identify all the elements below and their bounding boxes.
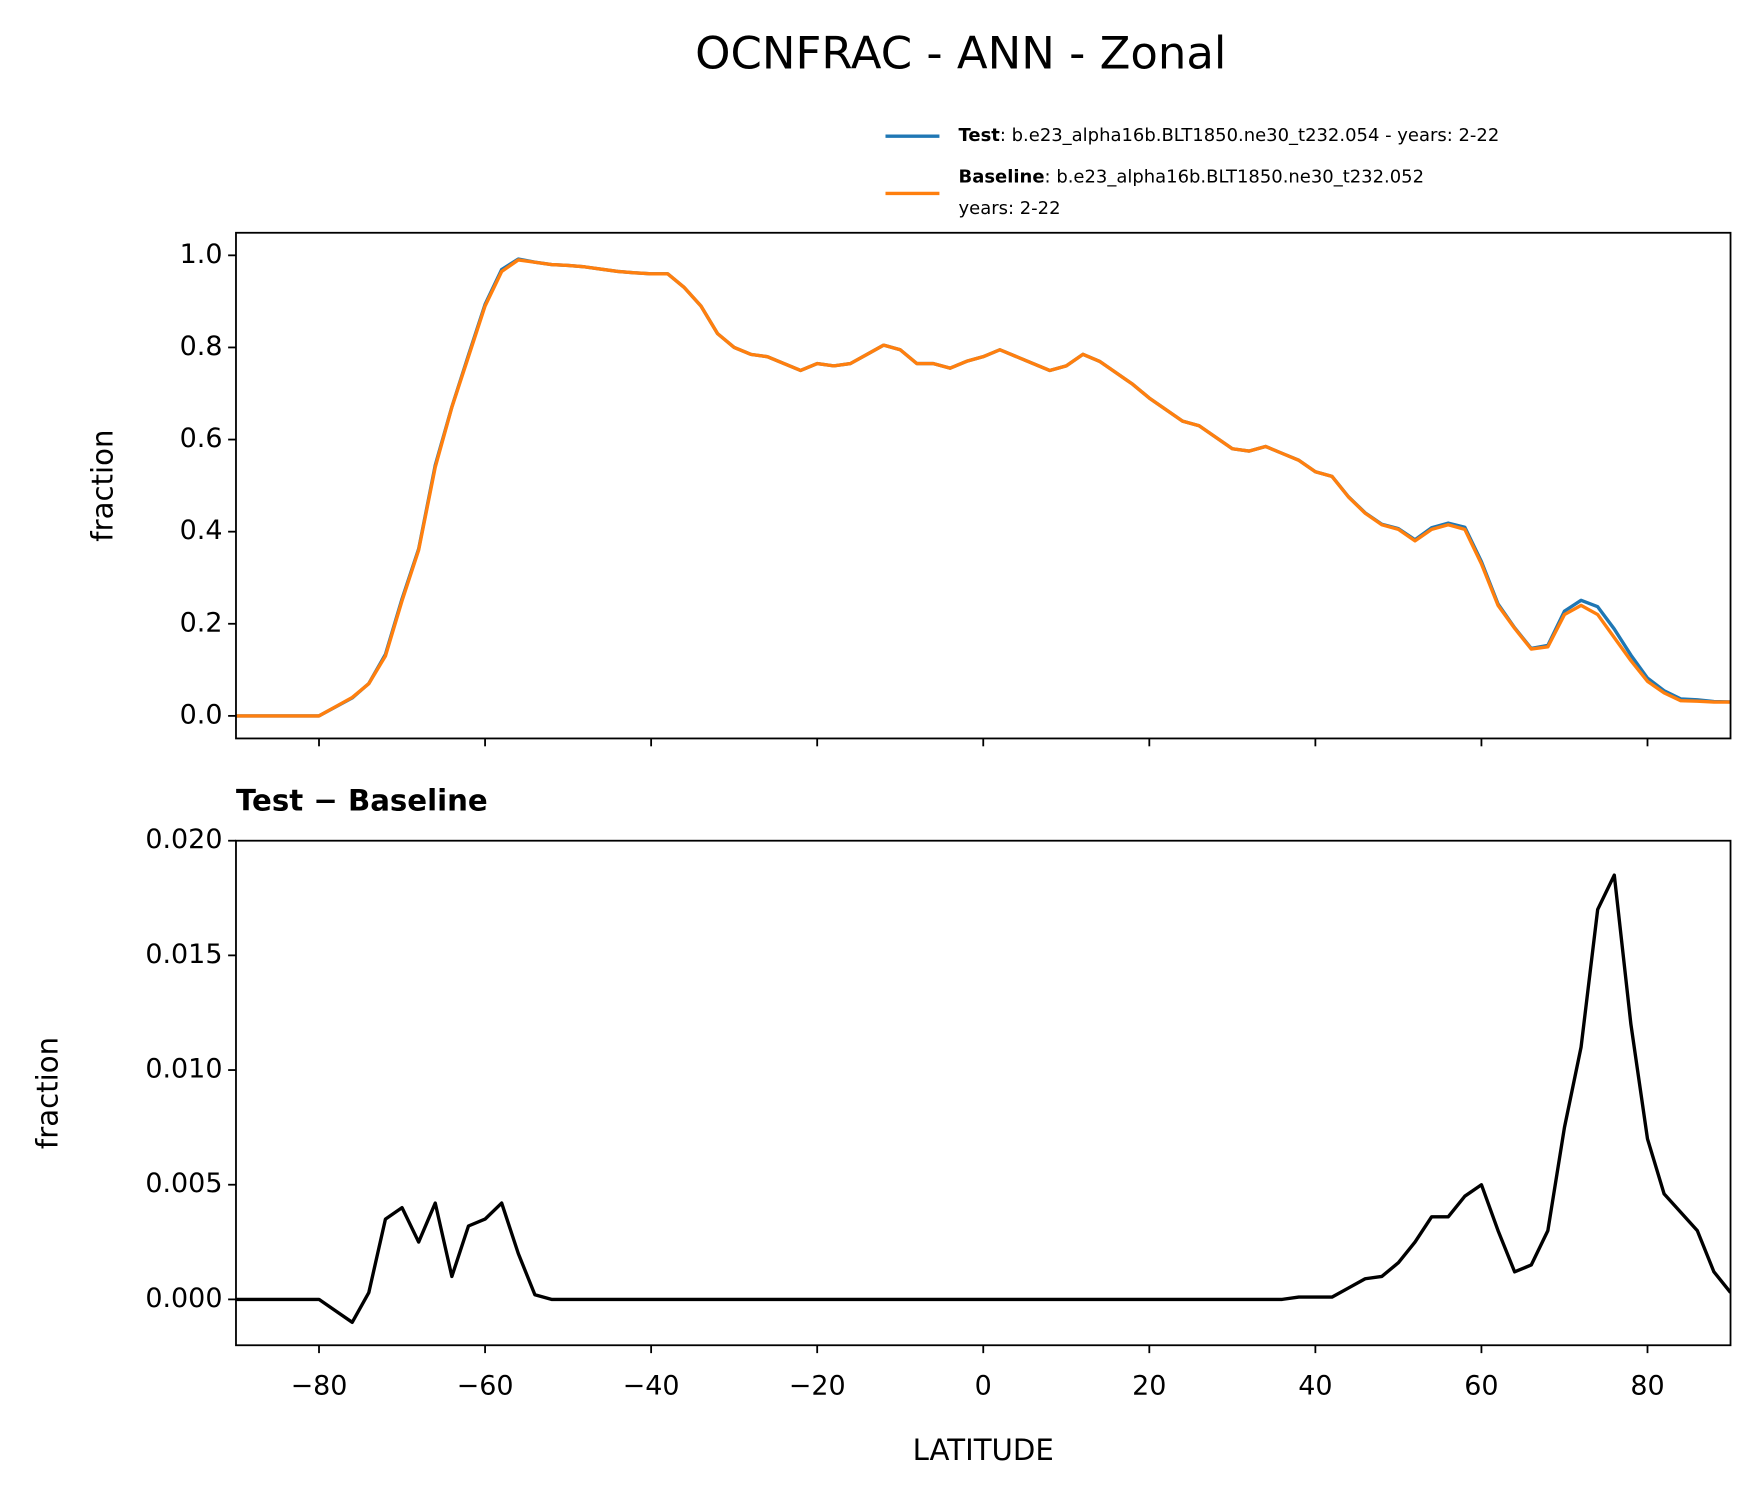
y-tick-label: 0.005 bbox=[145, 1168, 222, 1199]
legend-entry: Baseline: b.e23_alpha16b.BLT1850.ne30_t2… bbox=[959, 167, 1425, 188]
legend-name: Test bbox=[959, 125, 1001, 146]
legend-detail: : b.e23_alpha16b.BLT1850.ne30_t232.052 bbox=[1045, 167, 1425, 188]
plot-frame bbox=[235, 231, 1732, 740]
y-tick-label: 0.010 bbox=[145, 1054, 222, 1085]
x-axis-label: LATITUDE bbox=[913, 1433, 1054, 1467]
data-line bbox=[235, 873, 1731, 1325]
y-tick-label: 1.0 bbox=[180, 239, 223, 270]
x-tick-label: 80 bbox=[1630, 1370, 1664, 1401]
x-tick-label: 20 bbox=[1132, 1370, 1166, 1401]
x-tick-label: −20 bbox=[789, 1370, 846, 1401]
legend-name: Baseline bbox=[959, 167, 1045, 188]
x-tick-label: 60 bbox=[1464, 1370, 1498, 1401]
y-axis-label: fraction bbox=[30, 1037, 64, 1149]
legend-entry: years: 2-22 bbox=[959, 198, 1061, 219]
legend-detail: years: 2-22 bbox=[959, 198, 1061, 219]
legend-entry: Test: b.e23_alpha16b.BLT1850.ne30_t232.0… bbox=[959, 125, 1500, 146]
y-tick-label: 0.8 bbox=[180, 331, 223, 362]
y-tick-label: 0.4 bbox=[180, 515, 223, 546]
x-tick-label: 0 bbox=[975, 1370, 992, 1401]
y-tick-label: 0.020 bbox=[145, 824, 222, 855]
plot-frame bbox=[235, 839, 1732, 1347]
y-tick-label: 0.0 bbox=[180, 699, 223, 730]
y-axis-label: fraction bbox=[86, 430, 120, 542]
y-tick-label: 0.015 bbox=[145, 939, 222, 970]
y-tick-label: 0.2 bbox=[180, 607, 223, 638]
data-line bbox=[235, 258, 1731, 718]
y-tick-label: 0.000 bbox=[145, 1283, 222, 1314]
x-tick-label: −40 bbox=[623, 1370, 680, 1401]
y-tick-label: 0.6 bbox=[180, 423, 223, 454]
x-tick-label: −80 bbox=[291, 1370, 348, 1401]
legend-detail: : b.e23_alpha16b.BLT1850.ne30_t232.054 -… bbox=[1000, 125, 1499, 146]
chart-title: OCNFRAC - ANN - Zonal bbox=[695, 26, 1226, 79]
x-tick-label: 40 bbox=[1298, 1370, 1332, 1401]
x-tick-label: −60 bbox=[457, 1370, 514, 1401]
panel-title: Test − Baseline bbox=[236, 784, 488, 818]
